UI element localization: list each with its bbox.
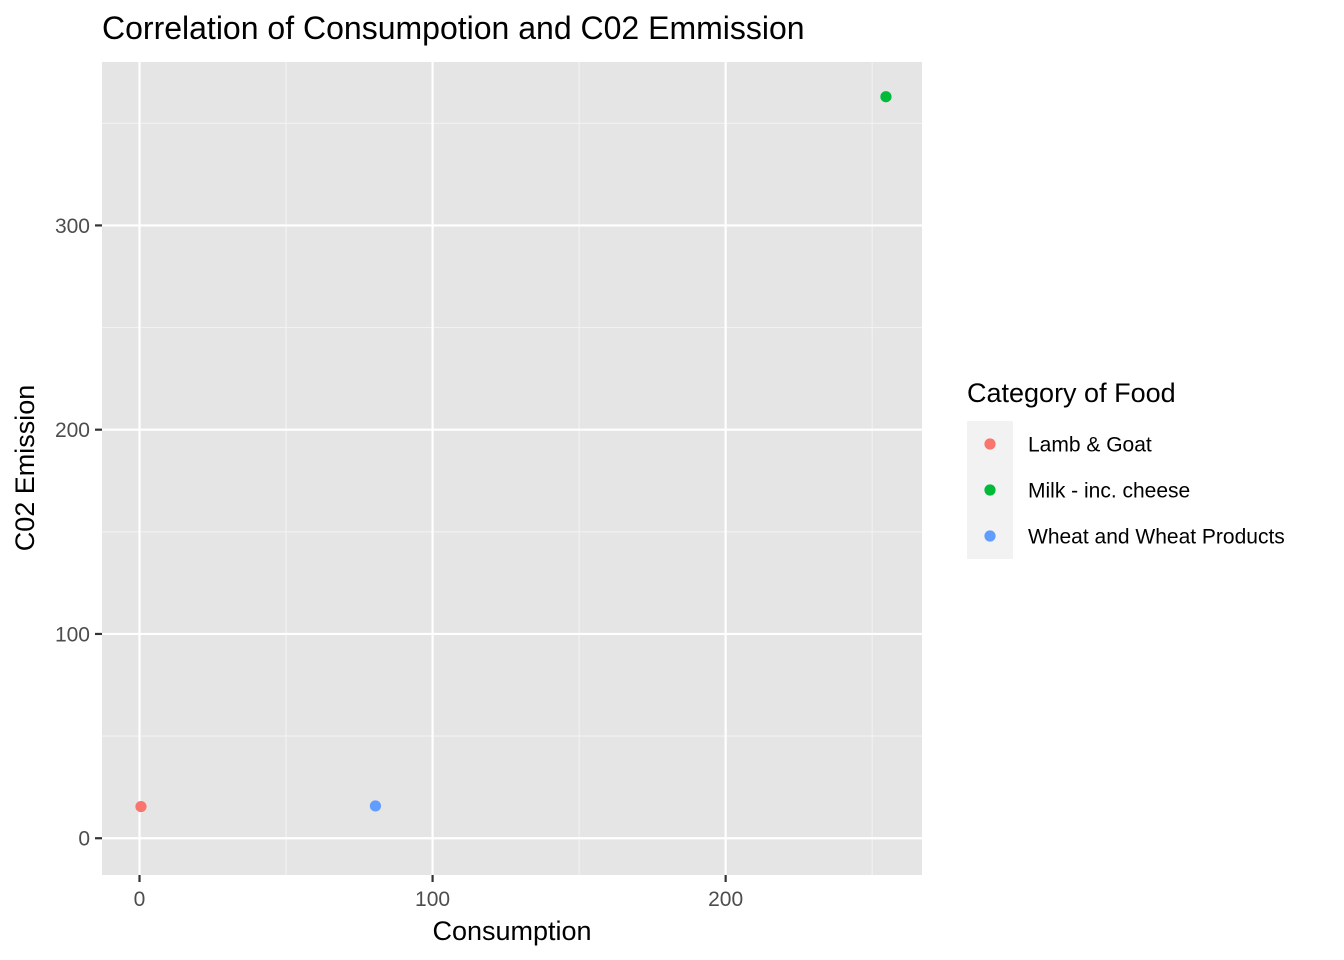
y-tick-label: 0 (78, 828, 90, 851)
y-tick-label: 200 (55, 419, 90, 442)
legend-items: Lamb & Goat Milk - inc. cheese Wheat and W… (967, 421, 1285, 559)
legend: Category of Food Lamb & Goat Milk - inc. … (967, 378, 1285, 559)
y-tick-label: 300 (55, 215, 90, 238)
x-tick-label: 0 (134, 888, 146, 911)
legend-label: Wheat and Wheat Products (1028, 526, 1285, 549)
legend-label: Milk - inc. cheese (1028, 480, 1190, 503)
y-axis: 0 100 200 300 (55, 215, 102, 851)
data-point (369, 800, 382, 812)
legend-key (984, 530, 996, 542)
legend-key (984, 484, 996, 496)
plot-panel (102, 62, 922, 875)
chart-title: Correlation of Consumpotion and C02 Emmi… (102, 10, 805, 46)
x-tick-label: 200 (708, 888, 743, 911)
data-point (880, 91, 892, 103)
legend-title: Category of Food (967, 378, 1176, 408)
y-tick-label: 100 (55, 623, 90, 646)
x-axis-title: Consumption (432, 916, 591, 946)
data-point (135, 800, 147, 813)
grid-major (102, 62, 922, 875)
legend-label: Lamb & Goat (1028, 434, 1152, 457)
y-axis-title: C02 Emission (10, 385, 40, 552)
x-tick-label: 100 (415, 888, 450, 911)
grid-minor (102, 62, 922, 875)
data-points (135, 91, 892, 813)
legend-key (984, 438, 996, 450)
x-axis: 0 100 200 (134, 875, 743, 911)
